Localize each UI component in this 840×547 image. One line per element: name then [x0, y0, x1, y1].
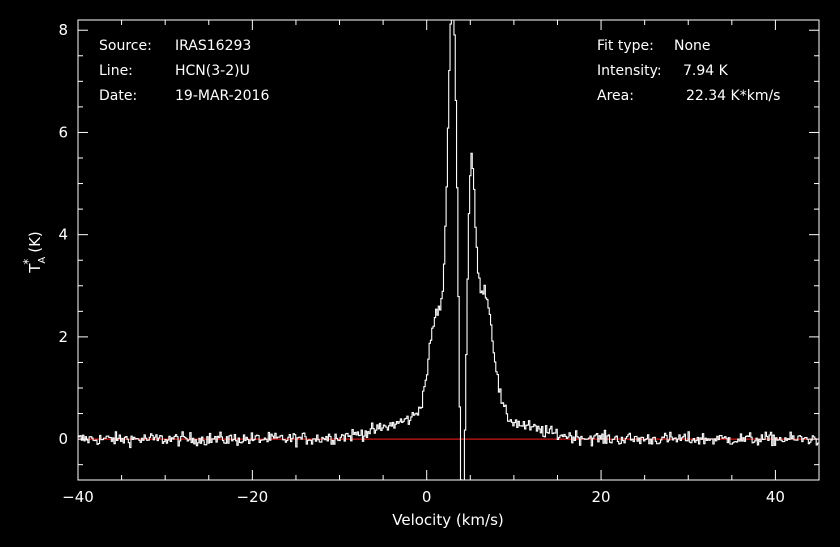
info-block-right: Fit type: None Intensity: 7.94 K Area: 2…: [597, 38, 780, 104]
y-tick-label: 0: [58, 430, 68, 448]
info-line-value: HCN(3-2)U: [175, 63, 250, 79]
info-line-key: Line:: [99, 63, 133, 79]
info-fit-type-key: Fit type:: [597, 38, 654, 54]
x-tick-label: −20: [237, 488, 269, 506]
info-source-key: Source:: [99, 38, 152, 54]
y-tick-label: 8: [58, 21, 68, 39]
info-block-left: Source: IRAS16293 Line: HCN(3-2)U Date: …: [99, 38, 269, 104]
y-axis-label-symbol: T: [26, 263, 44, 274]
y-tick-label: 2: [58, 328, 68, 346]
info-fit-type-value: None: [674, 38, 711, 54]
ticks-layer: [77, 20, 820, 480]
spectrum-line: [78, 20, 819, 480]
x-tick-label: 40: [766, 488, 785, 506]
x-tick-label: 0: [422, 488, 432, 506]
x-axis-label: Velocity (km/s): [392, 511, 503, 529]
plot-frame: [77, 19, 820, 481]
info-date-key: Date:: [99, 88, 137, 104]
info-date-value: 19-MAR-2016: [175, 88, 269, 104]
info-area-value: 22.34 K*km/s: [686, 88, 780, 104]
info-intensity-key: Intensity:: [597, 63, 662, 79]
x-tick-label: 20: [592, 488, 611, 506]
info-area-key: Area:: [597, 88, 634, 104]
x-tick-label: −40: [62, 488, 94, 506]
info-intensity-value: 7.94 K: [683, 63, 729, 79]
y-tick-label: 4: [58, 226, 68, 244]
spectrum-layer: [78, 20, 819, 480]
info-source-value: IRAS16293: [175, 38, 251, 54]
y-axis-label-subscript: A: [37, 257, 48, 264]
svg-text:TA*(K): TA* (K): [21, 231, 48, 274]
y-axis-label-superscript: *: [21, 259, 35, 265]
tick-labels-layer: −40 −20 0 20 40 0 2 4 6 8: [58, 21, 785, 506]
y-axis-label-unit: (K): [26, 231, 44, 253]
y-tick-label: 6: [58, 123, 68, 141]
y-axis-label: TA* (K): [21, 231, 48, 274]
